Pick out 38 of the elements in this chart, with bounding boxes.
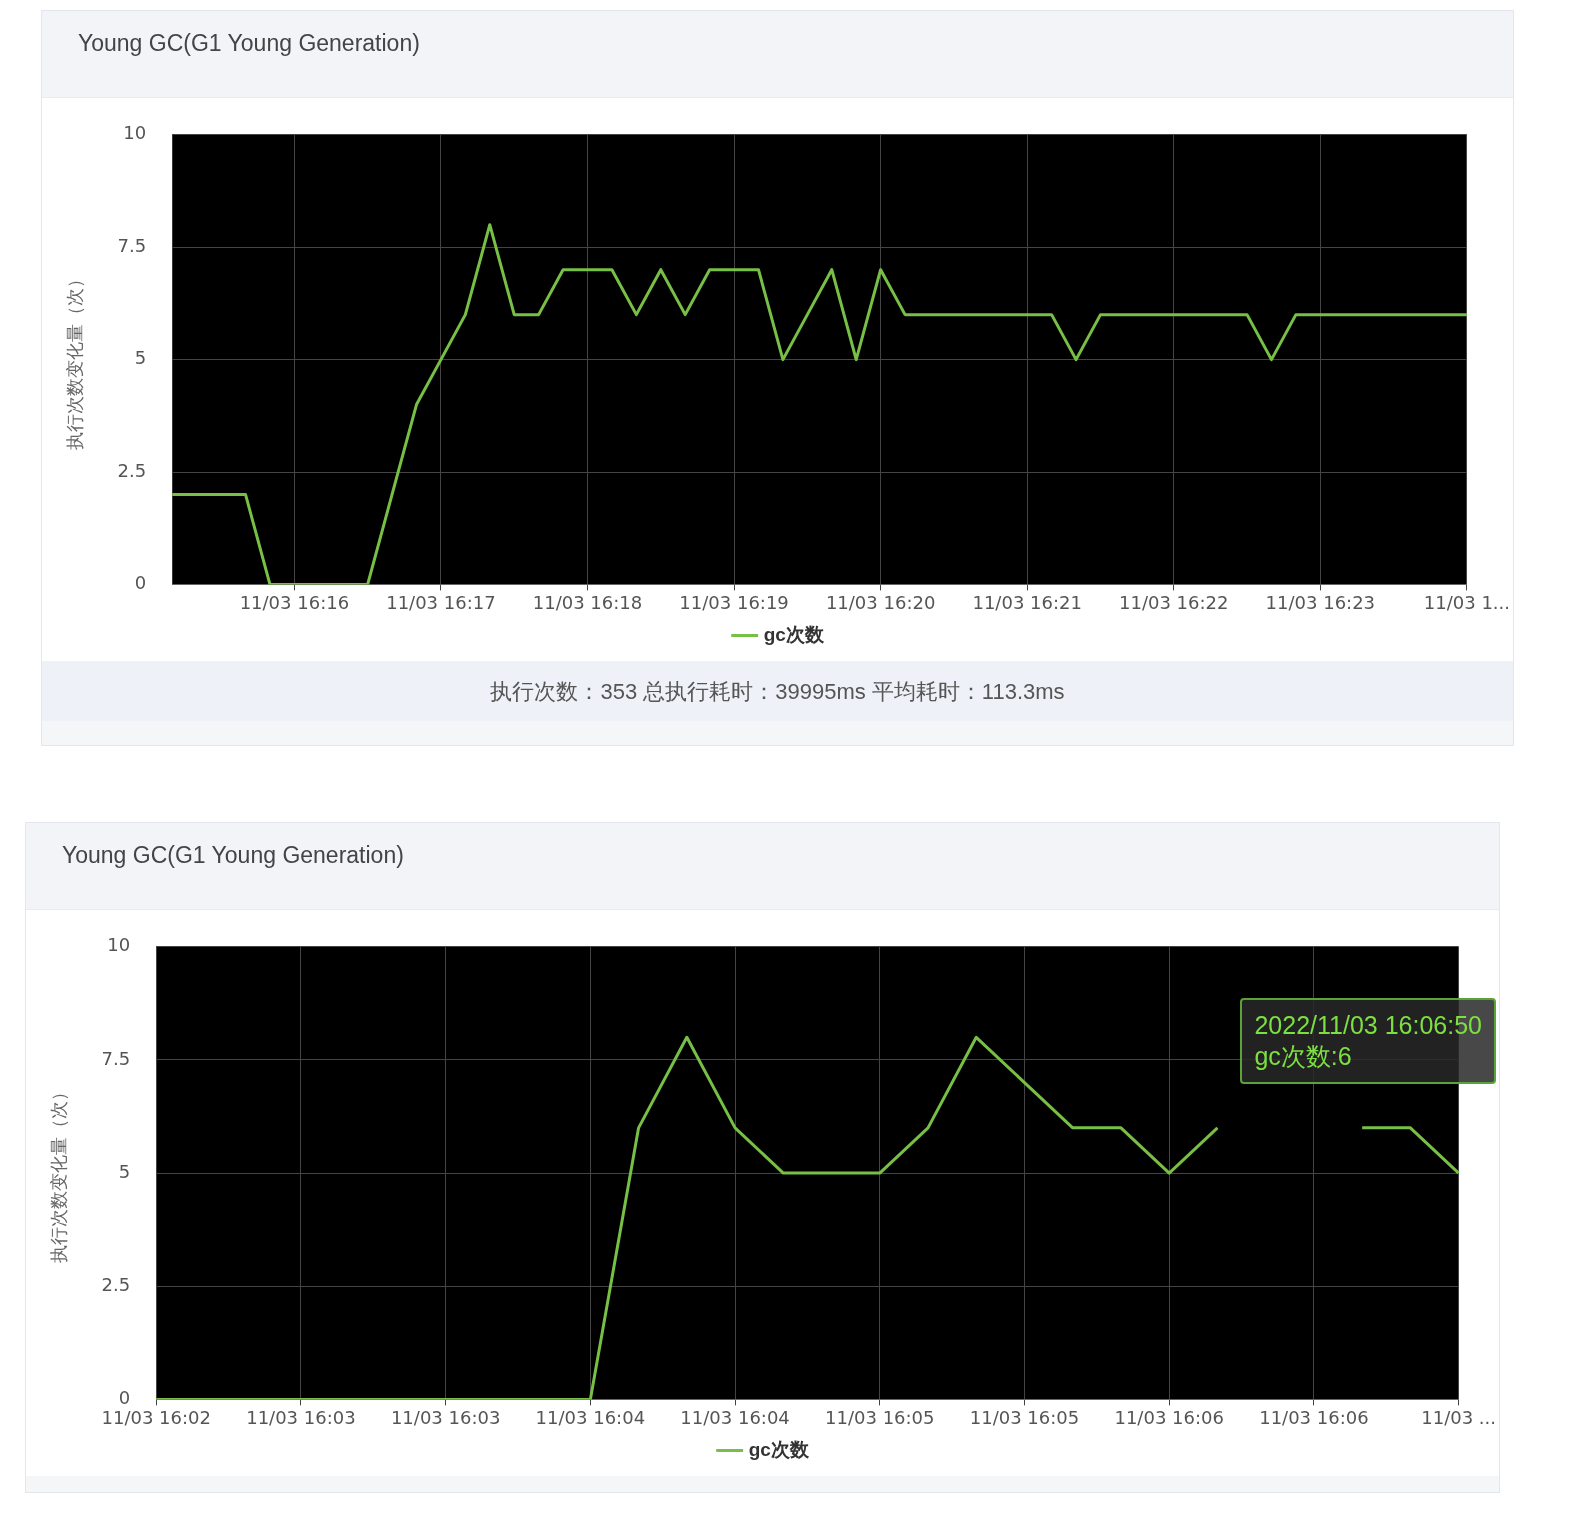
x-tick-label: 11/03 16:17	[386, 591, 496, 613]
annotation: gc次数:6	[1254, 1041, 1353, 1072]
x-tick-label: 11/03 16:06	[1259, 1406, 1369, 1428]
y-axis-title: 执行次数变化量（次）	[64, 269, 86, 450]
x-tick-label: 11/03 16:16	[239, 591, 350, 613]
x-tick-label: 11/03 16:18	[532, 591, 643, 613]
x-tick-label: 11/03 16:03	[390, 1406, 501, 1428]
y-tick-label: 0	[118, 1387, 131, 1409]
chart-title: Young GC(G1 Young Generation)	[42, 11, 1513, 98]
y-tick-label: 7.5	[101, 1047, 131, 1069]
x-tick-label: 11/03 16:20	[825, 591, 936, 613]
y-tick-label: 5	[134, 347, 147, 369]
y-tick-label: 10	[123, 122, 147, 144]
x-tick-label: 11/03 16:04	[680, 1406, 790, 1428]
chart-title: Young GC(G1 Young Generation)	[26, 823, 1499, 910]
x-tick-label: 11/03 16:04	[535, 1406, 646, 1428]
y-tick-label: 2.5	[101, 1273, 131, 1295]
annotation: 2022/11/03 16:06:50	[1254, 1010, 1482, 1041]
y-tick-label: 7.5	[117, 234, 147, 256]
y-tick-label: 2.5	[117, 459, 147, 481]
x-tick-label: 11/03 16:02	[101, 1406, 211, 1428]
y-tick-label: 5	[118, 1160, 131, 1182]
text: 执行次数：353 总执行耗时：39995ms 平均耗时：113.3ms	[42, 661, 1513, 721]
y-tick-label: 0	[134, 572, 147, 594]
y-tick-label: 10	[107, 934, 131, 956]
y-axis-title: 执行次数变化量（次）	[48, 1083, 70, 1264]
x-tick-label: 11/03 16:22	[1119, 591, 1229, 613]
legend-label: gc次数	[763, 623, 825, 645]
x-tick-label: 11/03 1...	[1423, 591, 1510, 613]
x-tick-label: 11/03 16:06	[1114, 1406, 1224, 1428]
x-tick-label: 11/03 16:19	[679, 591, 789, 613]
x-tick-label: 11/03 ...	[1421, 1406, 1496, 1428]
x-tick-label: 11/03 16:23	[1265, 591, 1376, 613]
legend-label: gc次数	[748, 1438, 810, 1460]
x-tick-label: 11/03 16:03	[246, 1406, 356, 1428]
x-tick-label: 11/03 16:05	[969, 1406, 1080, 1428]
x-tick-label: 11/03 16:21	[972, 591, 1082, 613]
x-tick-label: 11/03 16:05	[825, 1406, 935, 1428]
